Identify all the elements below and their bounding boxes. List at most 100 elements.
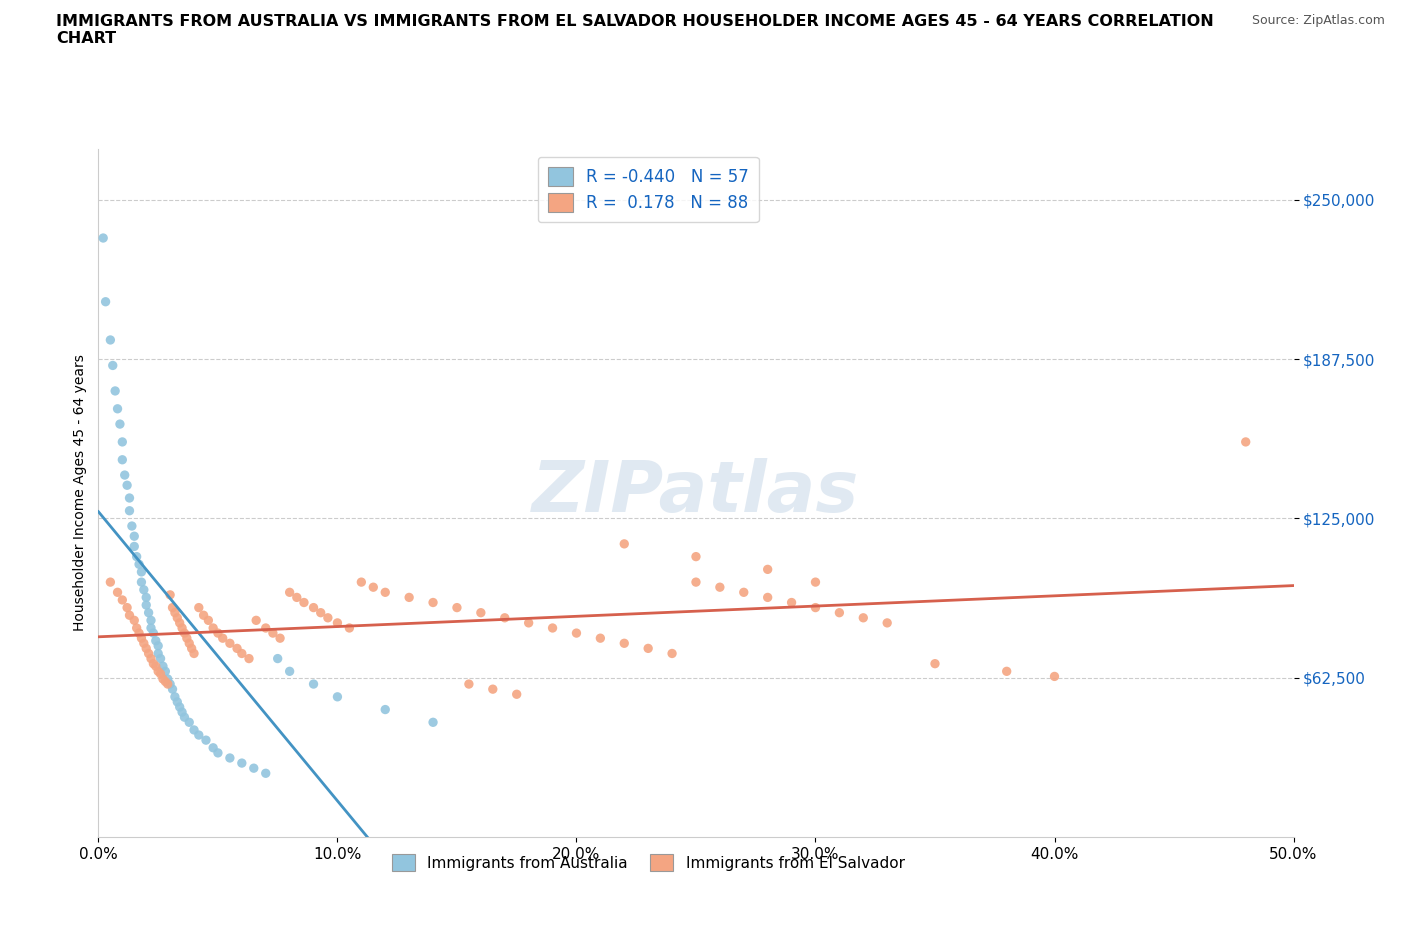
Point bbox=[176, 631, 198, 645]
Point bbox=[661, 646, 683, 661]
Point bbox=[149, 667, 172, 682]
Point bbox=[278, 585, 301, 600]
Point bbox=[302, 600, 325, 615]
Point bbox=[166, 610, 188, 625]
Point bbox=[197, 613, 219, 628]
Point bbox=[128, 626, 150, 641]
Point bbox=[169, 616, 191, 631]
Point bbox=[138, 646, 160, 661]
Point bbox=[541, 620, 564, 635]
Point bbox=[115, 478, 138, 493]
Point bbox=[179, 636, 201, 651]
Point bbox=[254, 765, 277, 780]
Point bbox=[207, 746, 229, 761]
Point bbox=[238, 651, 260, 666]
Point bbox=[139, 651, 162, 666]
Point bbox=[121, 519, 143, 534]
Point bbox=[118, 608, 141, 623]
Point bbox=[125, 620, 148, 635]
Point bbox=[159, 588, 181, 603]
Point bbox=[292, 595, 315, 610]
Point bbox=[107, 402, 129, 417]
Point bbox=[98, 575, 122, 590]
Point bbox=[173, 626, 195, 641]
Point bbox=[876, 616, 898, 631]
Point bbox=[128, 557, 150, 572]
Point bbox=[278, 664, 301, 679]
Point bbox=[326, 616, 349, 631]
Point bbox=[613, 636, 636, 651]
Point bbox=[269, 631, 291, 645]
Point bbox=[685, 575, 707, 590]
Point bbox=[254, 620, 277, 635]
Point bbox=[107, 585, 129, 600]
Point bbox=[398, 590, 420, 604]
Text: Source: ZipAtlas.com: Source: ZipAtlas.com bbox=[1251, 14, 1385, 27]
Point bbox=[446, 600, 468, 615]
Point bbox=[162, 682, 184, 697]
Point bbox=[350, 575, 373, 590]
Point bbox=[187, 727, 209, 742]
Point bbox=[135, 641, 157, 656]
Point bbox=[135, 598, 157, 613]
Point bbox=[828, 605, 851, 620]
Point bbox=[363, 579, 385, 594]
Point bbox=[179, 715, 201, 730]
Point bbox=[219, 751, 242, 765]
Point bbox=[148, 664, 170, 679]
Point bbox=[709, 579, 731, 594]
Point bbox=[135, 590, 157, 604]
Point bbox=[506, 687, 529, 702]
Point bbox=[231, 646, 253, 661]
Point bbox=[124, 539, 146, 554]
Point bbox=[183, 723, 205, 737]
Point bbox=[245, 613, 267, 628]
Point bbox=[756, 562, 779, 577]
Text: IMMIGRANTS FROM AUSTRALIA VS IMMIGRANTS FROM EL SALVADOR HOUSEHOLDER INCOME AGES: IMMIGRANTS FROM AUSTRALIA VS IMMIGRANTS … bbox=[56, 14, 1213, 46]
Point bbox=[124, 613, 146, 628]
Point bbox=[124, 529, 146, 544]
Point bbox=[470, 605, 492, 620]
Point bbox=[108, 417, 131, 432]
Point bbox=[142, 657, 165, 671]
Point bbox=[162, 600, 184, 615]
Text: ZIPatlas: ZIPatlas bbox=[533, 458, 859, 527]
Point bbox=[756, 590, 779, 604]
Point bbox=[142, 626, 165, 641]
Point bbox=[169, 699, 191, 714]
Point bbox=[422, 715, 444, 730]
Point bbox=[125, 550, 148, 565]
Point bbox=[166, 695, 188, 710]
Point bbox=[104, 383, 127, 398]
Point bbox=[1043, 669, 1066, 684]
Point bbox=[494, 610, 516, 625]
Point bbox=[118, 490, 141, 505]
Point bbox=[285, 590, 308, 604]
Point bbox=[152, 671, 174, 686]
Point bbox=[118, 503, 141, 518]
Point bbox=[780, 595, 803, 610]
Point bbox=[733, 585, 755, 600]
Point bbox=[995, 664, 1018, 679]
Point bbox=[207, 626, 229, 641]
Point bbox=[326, 689, 349, 704]
Point bbox=[145, 633, 167, 648]
Point bbox=[685, 550, 707, 565]
Point bbox=[91, 231, 114, 246]
Point bbox=[202, 740, 225, 755]
Point bbox=[149, 651, 172, 666]
Point bbox=[309, 605, 332, 620]
Point bbox=[138, 605, 160, 620]
Point bbox=[193, 608, 215, 623]
Point bbox=[94, 294, 117, 309]
Point bbox=[613, 537, 636, 551]
Point bbox=[156, 671, 179, 686]
Point bbox=[155, 674, 177, 689]
Point bbox=[339, 620, 361, 635]
Point bbox=[111, 434, 134, 449]
Point bbox=[458, 677, 481, 692]
Point bbox=[163, 605, 186, 620]
Point bbox=[316, 610, 339, 625]
Point bbox=[145, 658, 167, 673]
Point bbox=[1234, 434, 1257, 449]
